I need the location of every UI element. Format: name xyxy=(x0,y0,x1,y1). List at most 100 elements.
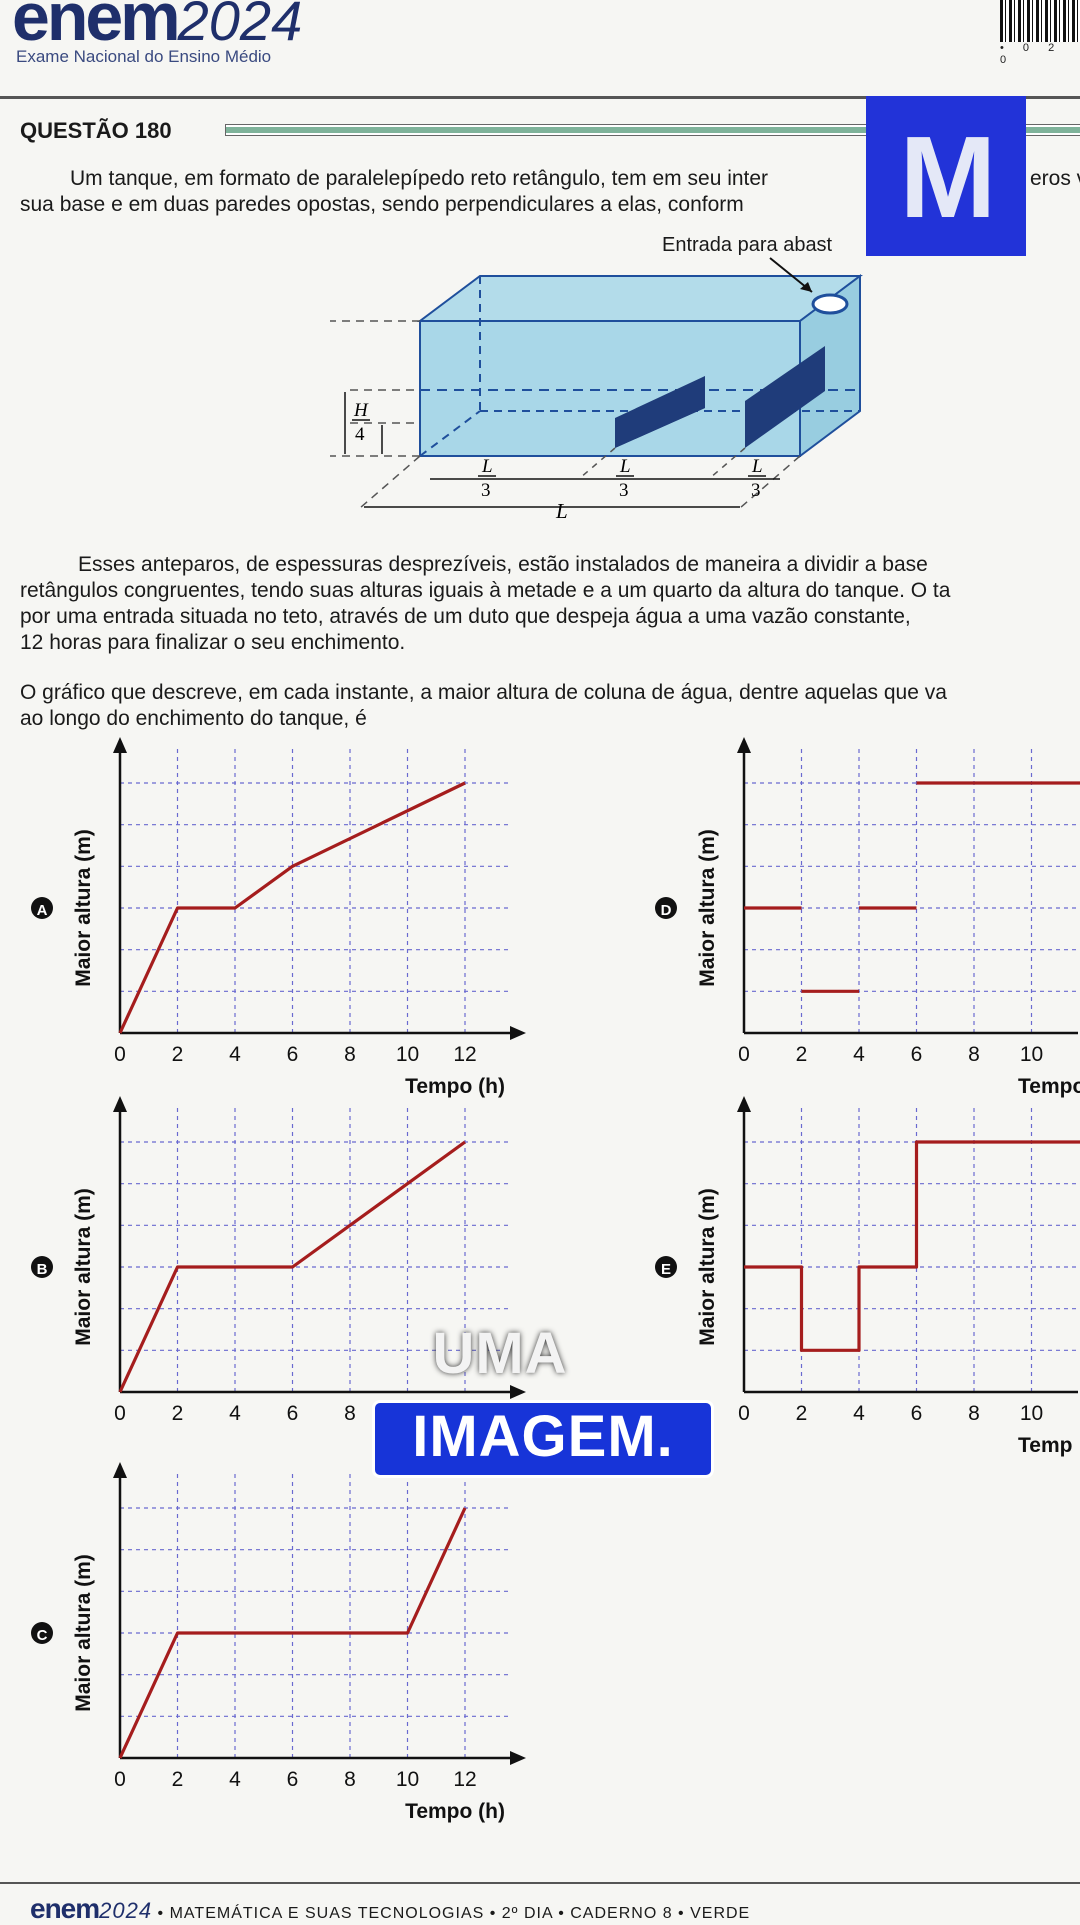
caption-line-2: IMAGEM. xyxy=(372,1400,714,1478)
x-tick-label: 8 xyxy=(344,1768,356,1791)
svg-text:L: L xyxy=(751,456,763,477)
intro-line-1: Um tanque, em formato de paralelepípedo … xyxy=(70,167,769,190)
entry-hole xyxy=(811,293,849,315)
header-divider xyxy=(0,96,1080,99)
x-tick-label: 2 xyxy=(172,1043,184,1066)
x-axis-arrow xyxy=(510,1385,526,1399)
para2-line-3: por uma entrada situada no teto, através… xyxy=(20,605,911,628)
y-axis-label: Maior altura (m) xyxy=(72,829,95,987)
svg-text:L: L xyxy=(555,499,568,523)
logo-subtitle: Exame Nacional do Ensino Médio xyxy=(16,47,272,66)
y-axis-label: Maior altura (m) xyxy=(696,1188,719,1346)
x-tick-label: 0 xyxy=(738,1043,750,1066)
y-axis-arrow xyxy=(737,737,751,753)
x-tick-label: 2 xyxy=(796,1402,808,1425)
divider-low-face xyxy=(615,376,705,448)
x-tick-label: 4 xyxy=(229,1043,241,1066)
x-tick-label: 10 xyxy=(396,1768,419,1791)
y-axis-label: Maior altura (m) xyxy=(72,1554,95,1712)
x-tick-label: 0 xyxy=(114,1043,126,1066)
para2-line-4: 12 horas para finalizar o seu enchimento… xyxy=(20,631,406,654)
svg-text:3: 3 xyxy=(751,480,761,501)
x-tick-label: 6 xyxy=(911,1402,923,1425)
y-axis-label: Maior altura (m) xyxy=(72,1188,95,1346)
x-tick-label: 10 xyxy=(1020,1043,1043,1066)
option-letter: E xyxy=(661,1261,671,1278)
x-axis-label: Tempo xyxy=(1018,1075,1080,1098)
y-axis-arrow xyxy=(737,1096,751,1112)
enem-logo: enem2024 xyxy=(12,0,302,56)
svg-text:L: L xyxy=(619,456,631,477)
x-tick-label: 4 xyxy=(229,1402,241,1425)
option-letter: C xyxy=(37,1627,48,1644)
x-tick-label: 8 xyxy=(968,1402,980,1425)
y-axis-label: Maior altura (m) xyxy=(696,829,719,987)
y-axis-arrow xyxy=(113,737,127,753)
option-letter: A xyxy=(37,902,48,919)
svg-text:3: 3 xyxy=(481,480,491,501)
x-tick-label: 6 xyxy=(911,1043,923,1066)
option-badge xyxy=(31,1622,53,1644)
x-tick-label: 0 xyxy=(114,1402,126,1425)
caption-line-1: UMA xyxy=(432,1321,568,1386)
logo-year: 2024 xyxy=(177,0,303,52)
divider-high xyxy=(745,346,825,448)
svg-text:L: L xyxy=(481,456,493,477)
svg-text:3: 3 xyxy=(619,480,629,501)
footer-year: 2024 xyxy=(99,1898,153,1923)
option-letter: B xyxy=(37,1261,48,1278)
data-line xyxy=(744,1140,1080,1352)
hidden-edge xyxy=(419,410,481,457)
logo-word: enem xyxy=(12,0,181,55)
x-tick-label: 12 xyxy=(453,1768,476,1791)
x-tick-label: 4 xyxy=(853,1402,865,1425)
x-tick-label: 0 xyxy=(738,1402,750,1425)
x-tick-label: 8 xyxy=(344,1402,356,1425)
x-axis-label: Tempo (h) xyxy=(405,1075,505,1098)
para2-line-1: Esses anteparos, de espessuras desprezív… xyxy=(78,553,928,576)
x-tick-label: 10 xyxy=(396,1043,419,1066)
x-tick-label: 2 xyxy=(172,1768,184,1791)
option-badge xyxy=(31,897,53,919)
x-tick-label: 10 xyxy=(1020,1402,1043,1425)
para2-line-2: retângulos congruentes, tendo suas altur… xyxy=(20,579,951,602)
x-tick-label: 0 xyxy=(114,1768,126,1791)
x-axis-label: Temp xyxy=(1018,1434,1072,1457)
intro-line-1-end: eros v xyxy=(1030,167,1080,190)
para3-line-2: ao longo do enchimento do tanque, é xyxy=(20,707,367,730)
svg-text:H: H xyxy=(353,400,369,421)
option-letter: D xyxy=(661,902,672,919)
x-tick-label: 12 xyxy=(453,1043,476,1066)
x-tick-label: 8 xyxy=(344,1043,356,1066)
x-tick-label: 6 xyxy=(287,1043,299,1066)
channel-badge: M xyxy=(866,96,1026,256)
option-badge xyxy=(31,1256,53,1278)
x-tick-label: 6 xyxy=(287,1768,299,1791)
data-line xyxy=(118,1507,467,1759)
barcode xyxy=(1000,0,1080,42)
footer: enem2024 • MATEMÁTICA E SUAS TECNOLOGIAS… xyxy=(30,1893,750,1925)
entry-label: Entrada para abast xyxy=(662,234,833,256)
data-line xyxy=(118,781,466,1034)
data-line xyxy=(118,1140,466,1393)
x-axis-arrow xyxy=(510,1751,526,1765)
badge-letter: M xyxy=(899,112,997,242)
x-axis-label: Tempo (h) xyxy=(405,1800,505,1823)
intro-line-2: sua base e em duas paredes opostas, send… xyxy=(20,193,744,216)
y-axis-arrow xyxy=(113,1462,127,1478)
option-badge xyxy=(655,897,677,919)
x-tick-label: 4 xyxy=(229,1768,241,1791)
barcode-digits: • 0 2 0 xyxy=(1000,42,1063,66)
para3-line-1: O gráfico que descreve, em cada instante… xyxy=(20,681,947,704)
x-tick-label: 4 xyxy=(853,1043,865,1066)
x-tick-label: 2 xyxy=(796,1043,808,1066)
svg-text:4: 4 xyxy=(355,424,365,445)
x-axis-arrow xyxy=(510,1026,526,1040)
y-axis-arrow xyxy=(113,1096,127,1112)
x-tick-label: 8 xyxy=(968,1043,980,1066)
footer-text: • MATEMÁTICA E SUAS TECNOLOGIAS • 2º DIA… xyxy=(152,1905,751,1922)
x-tick-label: 6 xyxy=(287,1402,299,1425)
x-tick-label: 2 xyxy=(172,1402,184,1425)
tank-diagram: H H 2 H 4 L 3 L 3 L 3 L xyxy=(330,257,863,523)
